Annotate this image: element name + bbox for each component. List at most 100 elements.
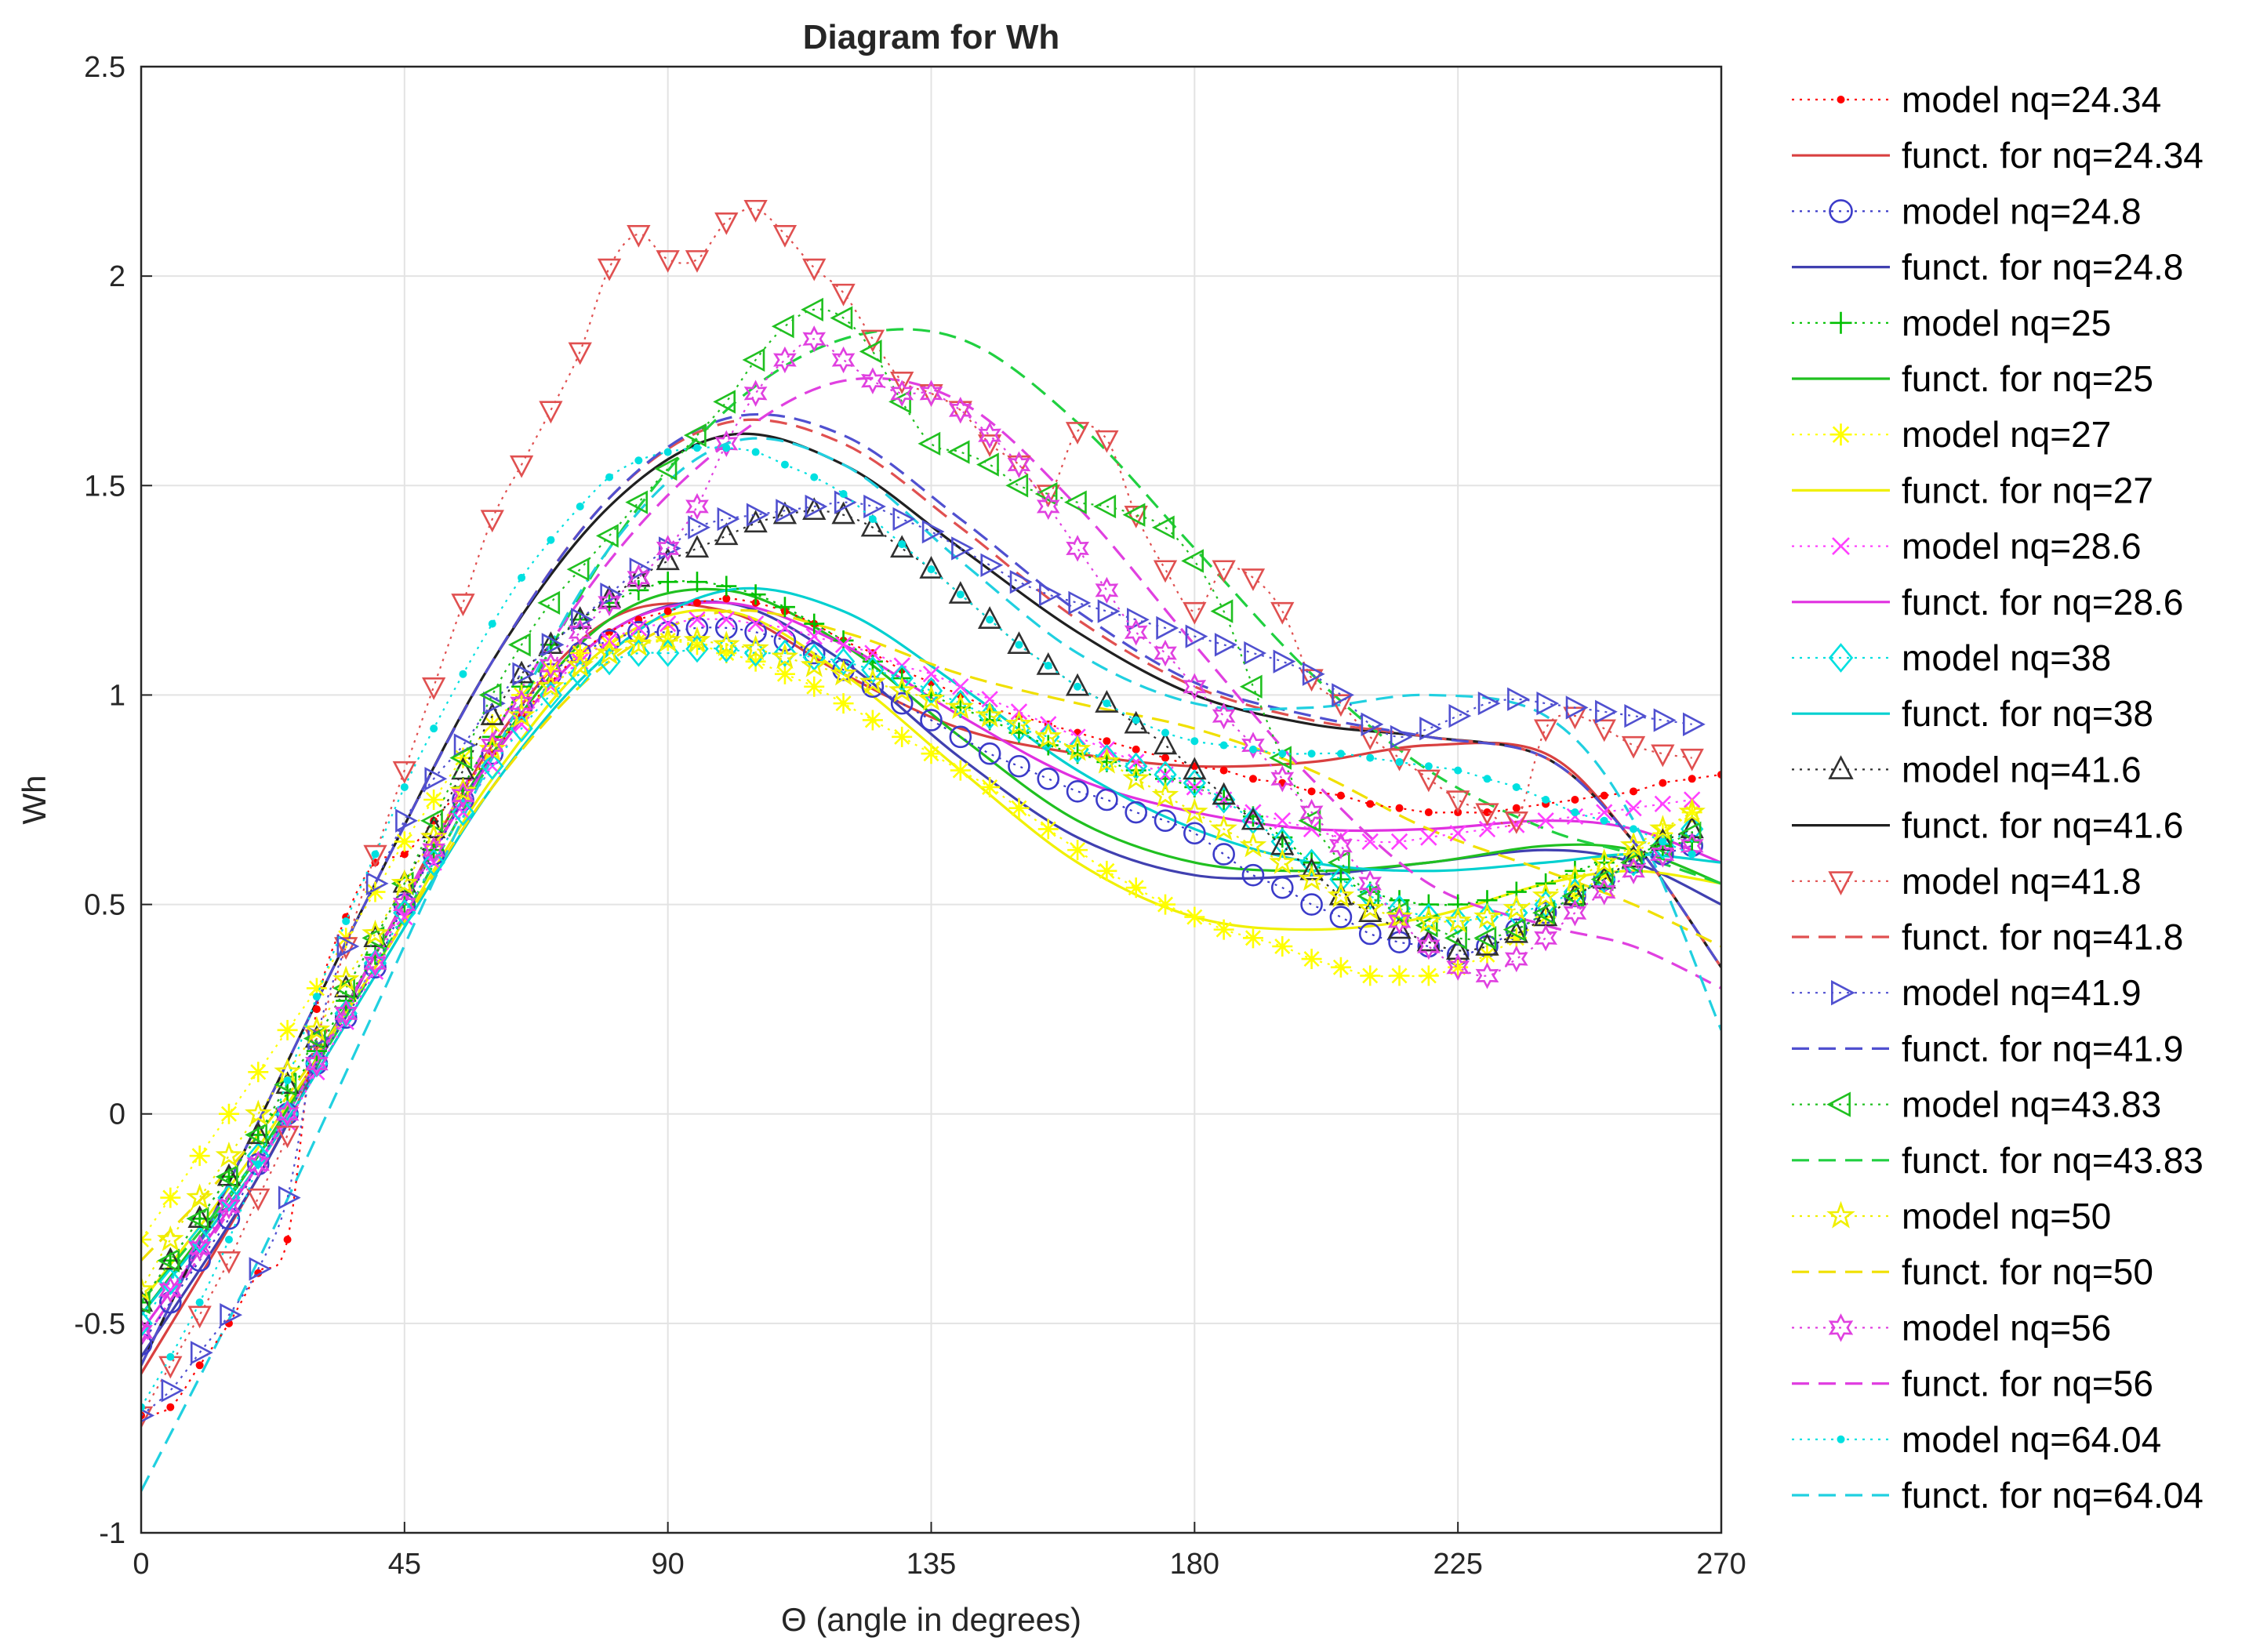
data-point bbox=[1241, 863, 1265, 887]
data-point bbox=[1269, 848, 1296, 874]
data-point bbox=[1358, 870, 1383, 898]
data-point bbox=[600, 583, 623, 607]
data-point bbox=[1151, 515, 1175, 539]
data-point bbox=[977, 606, 1002, 629]
data-point bbox=[1122, 764, 1150, 791]
legend-marker bbox=[1837, 1435, 1845, 1443]
data-point bbox=[1688, 850, 1696, 859]
data-point bbox=[1561, 865, 1589, 891]
data-point bbox=[898, 540, 907, 549]
data-point bbox=[952, 678, 969, 695]
data-point bbox=[1360, 965, 1381, 986]
data-point bbox=[1332, 683, 1355, 707]
data-point bbox=[774, 663, 795, 684]
plot-area bbox=[141, 199, 1721, 1492]
data-point bbox=[307, 1026, 330, 1051]
data-point bbox=[802, 258, 827, 281]
legend-label: funct. for nq=56 bbox=[1902, 1363, 2153, 1404]
data-point bbox=[742, 634, 769, 661]
data-point bbox=[1475, 962, 1499, 989]
data-point bbox=[1593, 865, 1615, 886]
data-point bbox=[714, 430, 739, 458]
data-point bbox=[1272, 936, 1293, 957]
data-point bbox=[919, 379, 943, 407]
data-point bbox=[1395, 804, 1404, 812]
data-point bbox=[745, 651, 766, 672]
legend-entry: funct. for nq=41.6 bbox=[1792, 805, 2183, 846]
legend-label: model nq=56 bbox=[1902, 1307, 2111, 1348]
data-point bbox=[539, 681, 563, 710]
data-point bbox=[1037, 819, 1059, 840]
data-point bbox=[478, 683, 502, 707]
data-point bbox=[393, 899, 416, 927]
data-point bbox=[1512, 782, 1521, 791]
data-point bbox=[303, 1026, 326, 1051]
data-point bbox=[922, 666, 940, 683]
data-point bbox=[187, 1225, 212, 1254]
legend-marker bbox=[1826, 1091, 1851, 1117]
data-point bbox=[976, 452, 999, 477]
data-point bbox=[1532, 901, 1555, 925]
data-point bbox=[1621, 844, 1646, 868]
data-point bbox=[1387, 907, 1412, 935]
data-point bbox=[483, 691, 506, 716]
data-point bbox=[1156, 615, 1179, 641]
data-point bbox=[595, 524, 619, 548]
series-22 bbox=[141, 325, 1704, 1345]
data-point bbox=[1270, 601, 1295, 625]
data-point bbox=[888, 676, 916, 703]
data-point bbox=[1151, 781, 1179, 808]
data-point bbox=[218, 1103, 239, 1124]
data-point bbox=[1387, 748, 1412, 772]
data-point bbox=[1327, 850, 1350, 875]
data-point bbox=[459, 670, 467, 678]
data-point bbox=[1680, 815, 1704, 839]
data-point bbox=[1068, 590, 1092, 615]
data-point bbox=[833, 630, 854, 651]
funct-curve bbox=[141, 328, 1721, 1304]
data-point bbox=[1044, 662, 1052, 670]
data-point bbox=[365, 871, 389, 896]
data-point bbox=[692, 444, 701, 452]
data-point bbox=[663, 607, 672, 615]
data-point bbox=[1161, 753, 1170, 762]
data-point bbox=[743, 510, 768, 533]
data-point bbox=[1095, 788, 1118, 811]
data-point bbox=[332, 965, 360, 992]
legend-entry: model nq=41.8 bbox=[1792, 861, 2142, 902]
data-point bbox=[1473, 902, 1501, 929]
data-point bbox=[1307, 750, 1316, 758]
data-point bbox=[1328, 694, 1353, 717]
data-point bbox=[187, 1305, 212, 1329]
data-point bbox=[1274, 812, 1291, 830]
data-point bbox=[917, 684, 945, 711]
data-point bbox=[830, 659, 857, 686]
data-point bbox=[451, 594, 475, 616]
data-point bbox=[190, 1341, 213, 1365]
model-line bbox=[141, 639, 1693, 1291]
legend-entry: funct. for nq=25 bbox=[1792, 358, 2153, 399]
data-point bbox=[1212, 702, 1236, 730]
data-point bbox=[362, 919, 389, 946]
data-point bbox=[1239, 674, 1263, 699]
y-axis-label: Wh bbox=[16, 775, 53, 825]
legend-label: funct. for nq=43.83 bbox=[1902, 1140, 2204, 1181]
data-point bbox=[1361, 833, 1379, 851]
data-point bbox=[800, 651, 828, 677]
data-point bbox=[1682, 712, 1706, 736]
data-point bbox=[686, 572, 707, 593]
data-point bbox=[657, 572, 678, 593]
data-point bbox=[1659, 837, 1667, 846]
x-axis-label: Θ (angle in degrees) bbox=[781, 1601, 1081, 1638]
data-point bbox=[919, 384, 943, 407]
data-point bbox=[566, 651, 594, 677]
data-point bbox=[805, 627, 823, 645]
data-point bbox=[773, 346, 797, 374]
data-point bbox=[141, 1406, 154, 1429]
data-point bbox=[948, 401, 972, 424]
data-point bbox=[1212, 843, 1235, 866]
x-tick-label: 135 bbox=[907, 1548, 956, 1581]
data-point bbox=[1600, 791, 1608, 800]
data-point bbox=[716, 643, 737, 663]
data-point bbox=[541, 633, 565, 657]
